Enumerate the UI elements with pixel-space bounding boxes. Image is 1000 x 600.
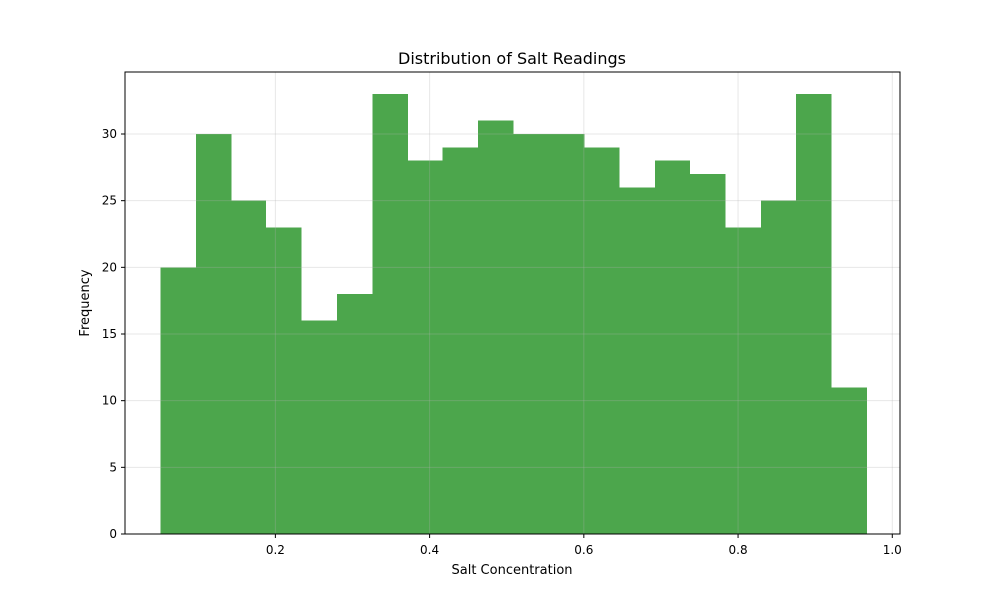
- y-tick-label: 30: [102, 127, 117, 141]
- histogram-bars: [160, 94, 867, 535]
- histogram-bar: [690, 174, 726, 534]
- y-tick-label: 20: [102, 260, 117, 274]
- y-tick-label: 0: [109, 527, 117, 541]
- histogram-bar: [619, 187, 655, 535]
- histogram-bar: [725, 227, 762, 535]
- x-tick-label: 0.8: [729, 543, 748, 557]
- y-tick-label: 5: [109, 460, 117, 474]
- x-axis-label: Salt Concentration: [451, 563, 572, 578]
- histogram-bar: [372, 94, 409, 534]
- histogram-bar: [478, 120, 514, 535]
- x-axis-ticks: 0.2 0.4 0.6 0.8 1.0: [266, 534, 902, 557]
- histogram-bar: [408, 160, 443, 534]
- histogram-bar: [266, 227, 302, 535]
- chart-title: Distribution of Salt Readings: [398, 49, 626, 68]
- y-axis-label: Frequency: [78, 269, 93, 336]
- y-axis-ticks: 0 5 10 15 20 25 30: [102, 127, 125, 541]
- histogram-bar: [654, 160, 691, 534]
- x-tick-label: 0.2: [266, 543, 285, 557]
- y-tick-label: 15: [102, 327, 117, 341]
- histogram-bar: [301, 320, 338, 534]
- x-tick-label: 0.6: [574, 543, 593, 557]
- histogram-bar: [584, 147, 620, 535]
- histogram-bar: [195, 134, 232, 534]
- x-tick-label: 1.0: [883, 543, 902, 557]
- x-tick-label: 0.4: [420, 543, 439, 557]
- histogram-bar: [761, 200, 796, 534]
- y-tick-label: 10: [102, 394, 117, 408]
- y-tick-label: 25: [102, 194, 117, 208]
- histogram-bar: [513, 134, 550, 534]
- histogram-bar: [160, 267, 196, 534]
- plot-area-frame: [124, 71, 901, 535]
- histogram-bar: [442, 147, 479, 535]
- histogram-bar: [549, 134, 585, 534]
- histogram-bar: [831, 387, 867, 534]
- histogram-bar: [231, 200, 267, 534]
- histogram-bar: [795, 94, 832, 534]
- histogram-bar: [337, 294, 373, 534]
